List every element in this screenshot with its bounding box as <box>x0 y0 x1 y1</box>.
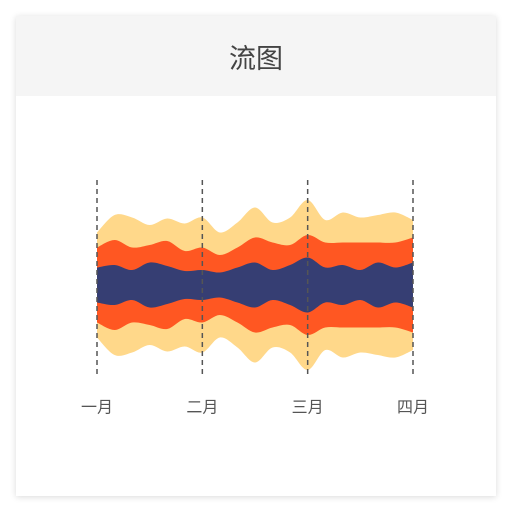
x-tick-label: 二月 <box>186 398 218 417</box>
chart-title: 流图 <box>229 43 283 75</box>
header: 流图 <box>16 16 496 96</box>
x-tick-label: 四月 <box>397 398 429 417</box>
x-tick-label: 一月 <box>81 398 113 417</box>
x-tick-label: 三月 <box>292 398 324 417</box>
card: 流图 <box>16 16 496 496</box>
stream-layer <box>97 257 413 313</box>
